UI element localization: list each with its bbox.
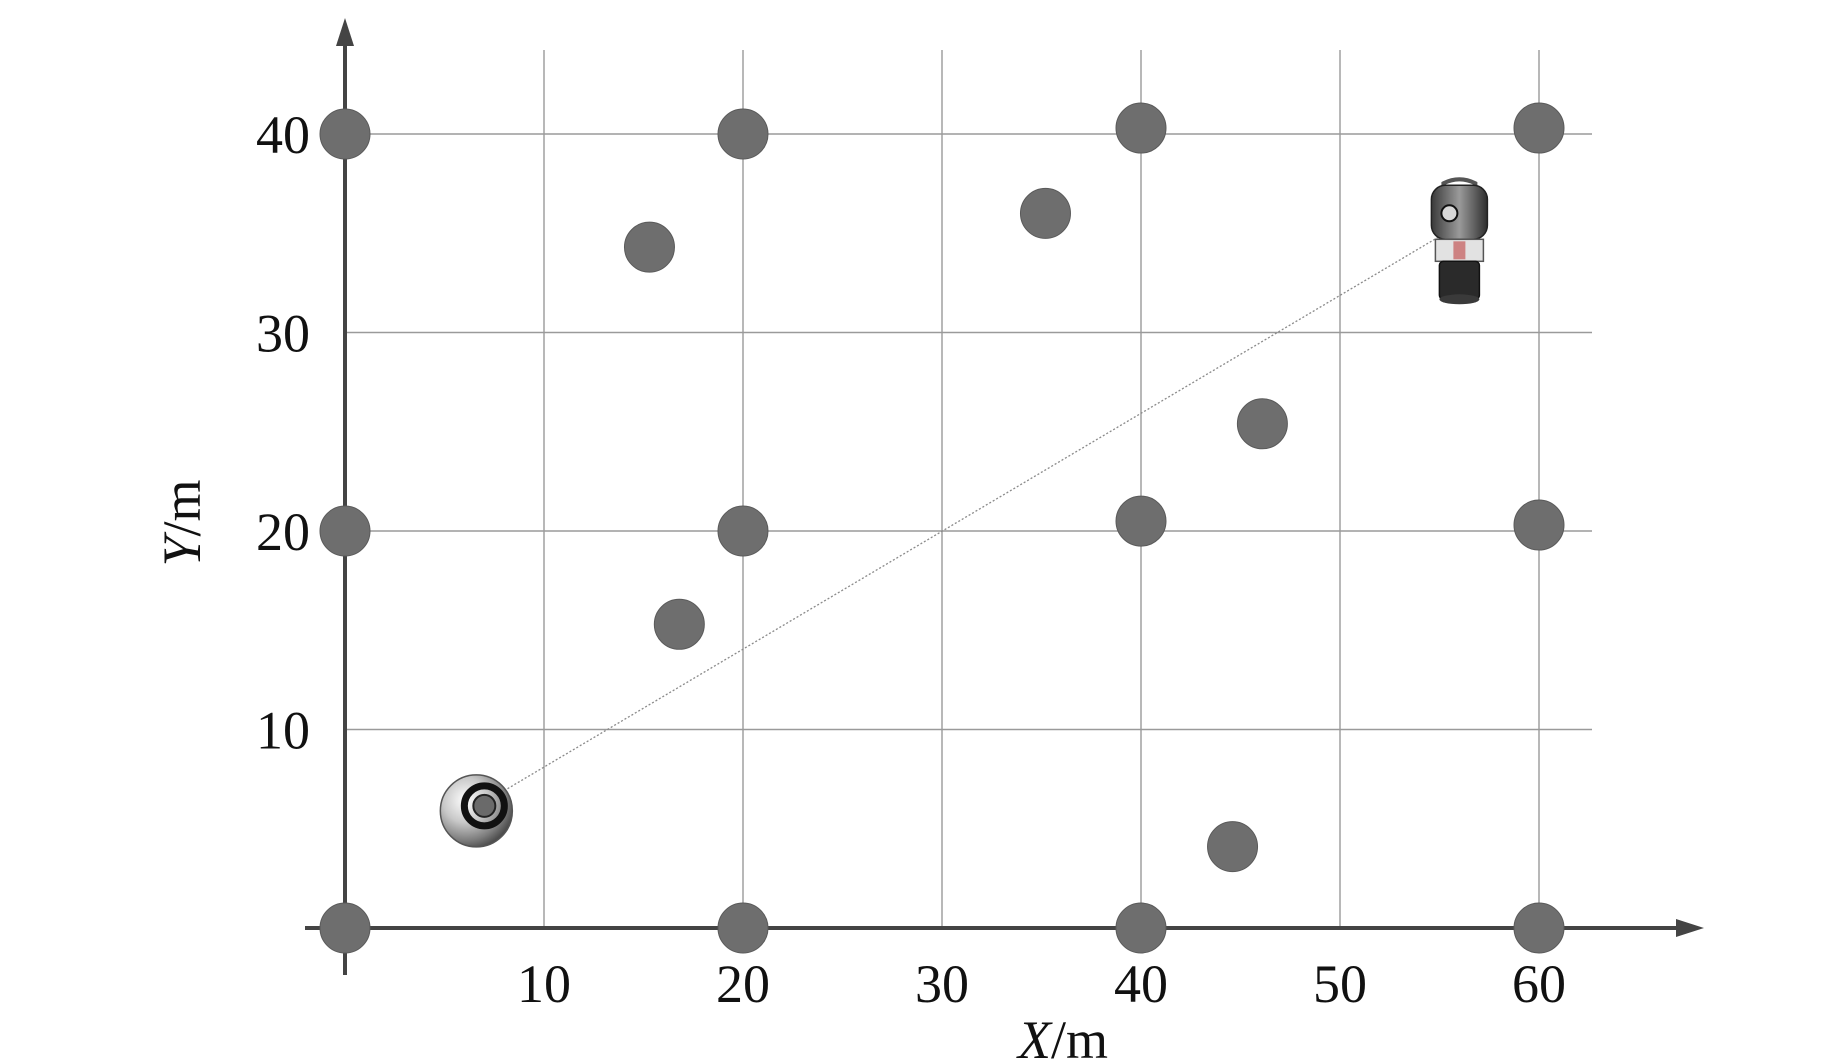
target-ball-icon <box>439 774 514 848</box>
data-point-11 <box>1513 102 1565 154</box>
data-point-5 <box>717 505 769 557</box>
data-point-10 <box>1115 102 1167 154</box>
data-point-13 <box>1019 187 1071 239</box>
x-axis-title: X/m <box>1016 1010 1108 1063</box>
data-point-8 <box>319 108 371 160</box>
x-tick-label-60: 60 <box>1512 954 1566 1014</box>
y-tick-label-20: 20 <box>256 502 310 562</box>
y-axis-title: Y/m <box>152 479 212 566</box>
y-axis-unit: /m <box>152 479 212 536</box>
beam-line <box>490 234 1442 800</box>
y-tick-label-30: 30 <box>256 304 310 364</box>
x-axis-arrow <box>1676 919 1704 937</box>
data-point-4 <box>319 505 371 557</box>
x-tick-label-30: 30 <box>915 954 969 1014</box>
x-tick-label-10: 10 <box>517 954 571 1014</box>
data-point-14 <box>1236 398 1288 450</box>
measurement-beam <box>490 234 1442 800</box>
devices <box>439 177 1489 848</box>
axes <box>305 18 1704 975</box>
data-point-1 <box>717 902 769 954</box>
x-tick-label-50: 50 <box>1313 954 1367 1014</box>
grid-lines <box>345 50 1592 928</box>
tick-labels: 10 20 30 40 50 60 10 20 30 40 <box>256 105 1566 1014</box>
data-point-3 <box>1513 902 1565 954</box>
data-point-2 <box>1115 902 1167 954</box>
x-axis-var: X <box>1016 1010 1053 1063</box>
x-tick-label-40: 40 <box>1114 954 1168 1014</box>
data-point-12 <box>623 221 675 273</box>
y-axis-var: Y <box>152 532 212 567</box>
laser-tracker-icon <box>1430 177 1489 305</box>
x-axis-unit: /m <box>1051 1010 1108 1063</box>
y-tick-label-40: 40 <box>256 105 310 165</box>
data-point-9 <box>717 108 769 160</box>
data-point-0 <box>319 902 371 954</box>
x-tick-label-20: 20 <box>716 954 770 1014</box>
data-point-16 <box>1207 821 1259 873</box>
y-axis-arrow <box>336 18 354 46</box>
data-points <box>319 102 1565 954</box>
data-point-6 <box>1115 495 1167 547</box>
data-point-15 <box>653 598 705 650</box>
y-tick-label-10: 10 <box>256 701 310 761</box>
data-point-7 <box>1513 499 1565 551</box>
